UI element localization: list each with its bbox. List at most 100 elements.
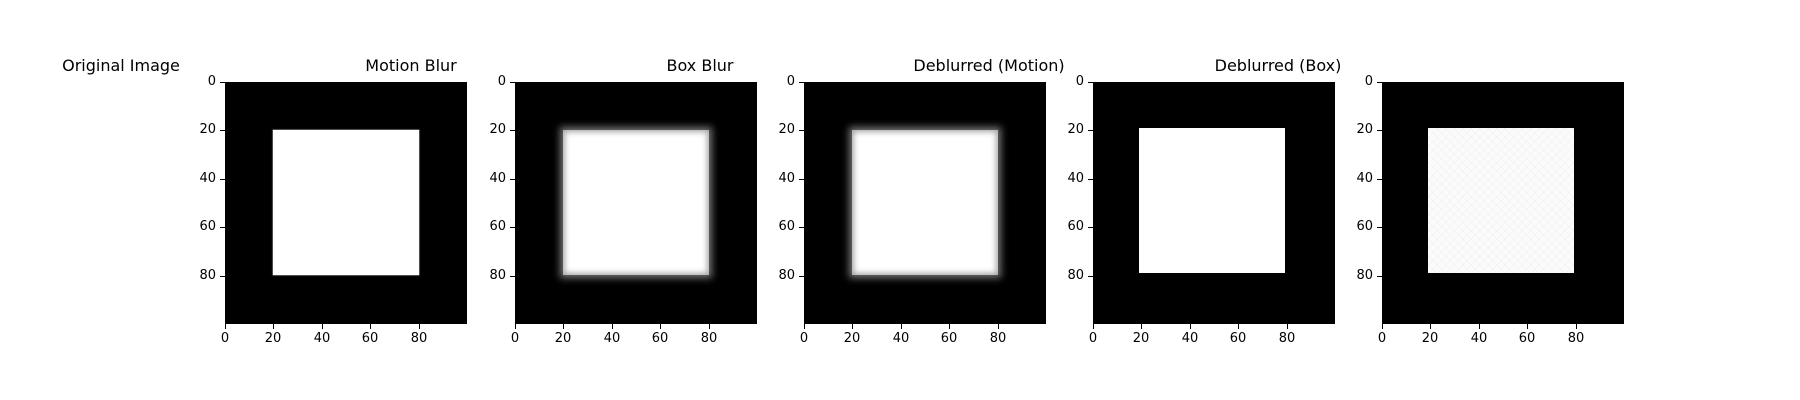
x-tick bbox=[1430, 324, 1431, 329]
y-tick bbox=[510, 227, 515, 228]
image-plot bbox=[225, 82, 467, 324]
y-tick bbox=[799, 179, 804, 180]
y-tick-label: 60 bbox=[199, 219, 216, 234]
x-tick-label: 40 bbox=[892, 331, 910, 346]
y-tick bbox=[1377, 276, 1382, 277]
panel-box-blur: Box Blur 0 20 40 60 80 0 20 40 60 80 bbox=[667, 0, 1069, 400]
y-tick bbox=[220, 179, 225, 180]
x-tick bbox=[660, 324, 661, 329]
y-tick-label: 40 bbox=[489, 171, 506, 186]
y-tick-label: 20 bbox=[489, 122, 506, 137]
y-tick-label: 60 bbox=[1067, 219, 1084, 234]
y-tick bbox=[1088, 130, 1093, 131]
y-tick bbox=[220, 227, 225, 228]
x-tick bbox=[370, 324, 371, 329]
x-tick-label: 0 bbox=[1088, 331, 1098, 346]
y-tick-label: 60 bbox=[778, 219, 795, 234]
x-tick-label: 80 bbox=[989, 331, 1007, 346]
y-tick-label: 80 bbox=[1356, 268, 1373, 283]
y-tick-label: 80 bbox=[778, 268, 795, 283]
image-plot bbox=[1382, 82, 1624, 324]
x-tick-label: 20 bbox=[1421, 331, 1439, 346]
y-tick-label: 0 bbox=[1364, 74, 1373, 89]
x-tick-label: 60 bbox=[1229, 331, 1247, 346]
x-tick-label: 60 bbox=[361, 331, 379, 346]
x-tick bbox=[1576, 324, 1577, 329]
x-tick-label: 20 bbox=[843, 331, 861, 346]
x-tick bbox=[273, 324, 274, 329]
y-tick-label: 80 bbox=[1067, 268, 1084, 283]
y-tick-label: 40 bbox=[778, 171, 795, 186]
y-tick bbox=[1088, 276, 1093, 277]
panel-original: Original Image 0 20 40 60 80 0 20 40 60 80 bbox=[62, 0, 490, 400]
y-tick bbox=[510, 82, 515, 83]
x-tick bbox=[1479, 324, 1480, 329]
x-tick bbox=[563, 324, 564, 329]
panel-title: Original Image bbox=[62, 56, 180, 75]
blurred-square bbox=[852, 130, 998, 275]
x-tick-label: 40 bbox=[603, 331, 621, 346]
panel-title: Deblurred (Box) bbox=[1214, 56, 1342, 75]
y-tick-label: 20 bbox=[199, 122, 216, 137]
y-tick bbox=[1377, 82, 1382, 83]
y-tick bbox=[1377, 179, 1382, 180]
y-tick bbox=[799, 130, 804, 131]
y-tick-label: 20 bbox=[1067, 122, 1084, 137]
panel-title: Deblurred (Motion) bbox=[913, 56, 1065, 75]
x-tick bbox=[1382, 324, 1383, 329]
x-tick-label: 60 bbox=[940, 331, 958, 346]
y-tick-label: 0 bbox=[497, 74, 506, 89]
x-tick bbox=[515, 324, 516, 329]
x-tick-label: 20 bbox=[264, 331, 282, 346]
y-tick bbox=[510, 276, 515, 277]
y-tick bbox=[1377, 130, 1382, 131]
y-tick bbox=[510, 130, 515, 131]
x-tick-label: 20 bbox=[554, 331, 572, 346]
panel-title: Box Blur bbox=[666, 56, 734, 75]
y-tick bbox=[510, 179, 515, 180]
x-tick bbox=[949, 324, 950, 329]
x-tick-label: 80 bbox=[1567, 331, 1585, 346]
y-tick-label: 80 bbox=[489, 268, 506, 283]
image-plot bbox=[1093, 82, 1335, 324]
x-tick-label: 60 bbox=[651, 331, 669, 346]
y-tick bbox=[220, 130, 225, 131]
y-tick-label: 60 bbox=[1356, 219, 1373, 234]
x-tick bbox=[1190, 324, 1191, 329]
x-tick-label: 40 bbox=[313, 331, 331, 346]
y-tick-label: 60 bbox=[489, 219, 506, 234]
panel-deblurred-box: Deblurred (Box) 0 20 40 60 80 0 20 40 60 80 bbox=[1215, 0, 1647, 400]
x-tick-label: 0 bbox=[220, 331, 230, 346]
y-tick-label: 0 bbox=[786, 74, 795, 89]
y-tick-label: 20 bbox=[778, 122, 795, 137]
x-tick bbox=[322, 324, 323, 329]
y-tick bbox=[1088, 82, 1093, 83]
y-tick bbox=[220, 276, 225, 277]
y-tick-label: 40 bbox=[1067, 171, 1084, 186]
panel-deblurred-motion: Deblurred (Motion) 0 20 40 60 80 0 20 40 60 80 bbox=[913, 0, 1358, 400]
x-tick-label: 20 bbox=[1132, 331, 1150, 346]
y-tick bbox=[799, 227, 804, 228]
x-tick bbox=[1238, 324, 1239, 329]
x-tick-label: 0 bbox=[799, 331, 809, 346]
y-tick bbox=[1377, 227, 1382, 228]
x-tick bbox=[852, 324, 853, 329]
y-tick-label: 20 bbox=[1356, 122, 1373, 137]
y-tick-label: 80 bbox=[199, 268, 216, 283]
y-tick-label: 0 bbox=[1075, 74, 1084, 89]
x-tick bbox=[1527, 324, 1528, 329]
x-tick bbox=[225, 324, 226, 329]
panel-title: Motion Blur bbox=[365, 56, 457, 75]
x-tick bbox=[419, 324, 420, 329]
x-tick bbox=[709, 324, 710, 329]
y-tick bbox=[1088, 227, 1093, 228]
x-tick bbox=[1287, 324, 1288, 329]
x-tick bbox=[998, 324, 999, 329]
x-tick-label: 60 bbox=[1518, 331, 1536, 346]
deblurred-square bbox=[1139, 128, 1285, 273]
x-tick bbox=[901, 324, 902, 329]
y-tick bbox=[799, 276, 804, 277]
y-tick bbox=[799, 82, 804, 83]
y-tick bbox=[220, 82, 225, 83]
